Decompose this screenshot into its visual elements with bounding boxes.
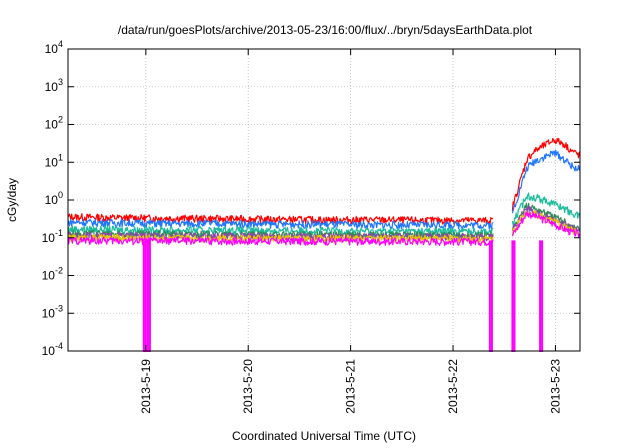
x-tick-label: 2013-5-22	[446, 359, 460, 414]
series-line	[67, 233, 494, 244]
y-tick-label: 102	[45, 115, 63, 132]
series-line	[511, 192, 581, 226]
y-tick-label: 101	[45, 152, 63, 169]
series-line	[511, 137, 581, 211]
dropout-line	[488, 240, 493, 352]
x-tick-label: 2013-5-21	[344, 359, 358, 414]
series-line	[67, 236, 494, 247]
y-axis-ticks: 10-4 10-3 10-2 10-1 100 101 102 103 104	[42, 39, 580, 358]
series-line	[511, 149, 581, 214]
dropout-line	[539, 240, 544, 352]
series-line	[511, 205, 581, 233]
y-tick-label: 10-2	[42, 266, 63, 283]
x-tick-label: 2013-5-20	[241, 359, 255, 414]
x-axis-ticks: 2013-5-19 2013-5-20 2013-5-21 2013-5-22 2013…	[139, 49, 562, 414]
series-line	[511, 211, 581, 238]
dropout-line	[511, 240, 516, 352]
series-group	[67, 137, 581, 352]
y-tick-label: 103	[45, 77, 63, 94]
dropout-line	[146, 240, 151, 352]
chart-title: /data/run/goesPlots/archive/2013-05-23/1…	[118, 23, 533, 37]
x-tick-label: 2013-5-23	[548, 359, 562, 414]
y-tick-label: 10-1	[42, 228, 63, 245]
x-tick-label: 2013-5-19	[139, 359, 153, 414]
series-line	[511, 209, 581, 237]
series-line	[67, 218, 494, 230]
y-tick-label: 104	[45, 39, 63, 56]
y-axis-label: cGy/day	[5, 178, 19, 222]
dropout-line	[142, 240, 147, 352]
y-tick-label: 100	[45, 190, 63, 207]
y-tick-label: 10-3	[42, 303, 63, 320]
grid-lines	[68, 49, 580, 351]
x-axis-label: Coordinated Universal Time (UTC)	[232, 429, 416, 443]
y-tick-label: 10-4	[42, 341, 63, 358]
